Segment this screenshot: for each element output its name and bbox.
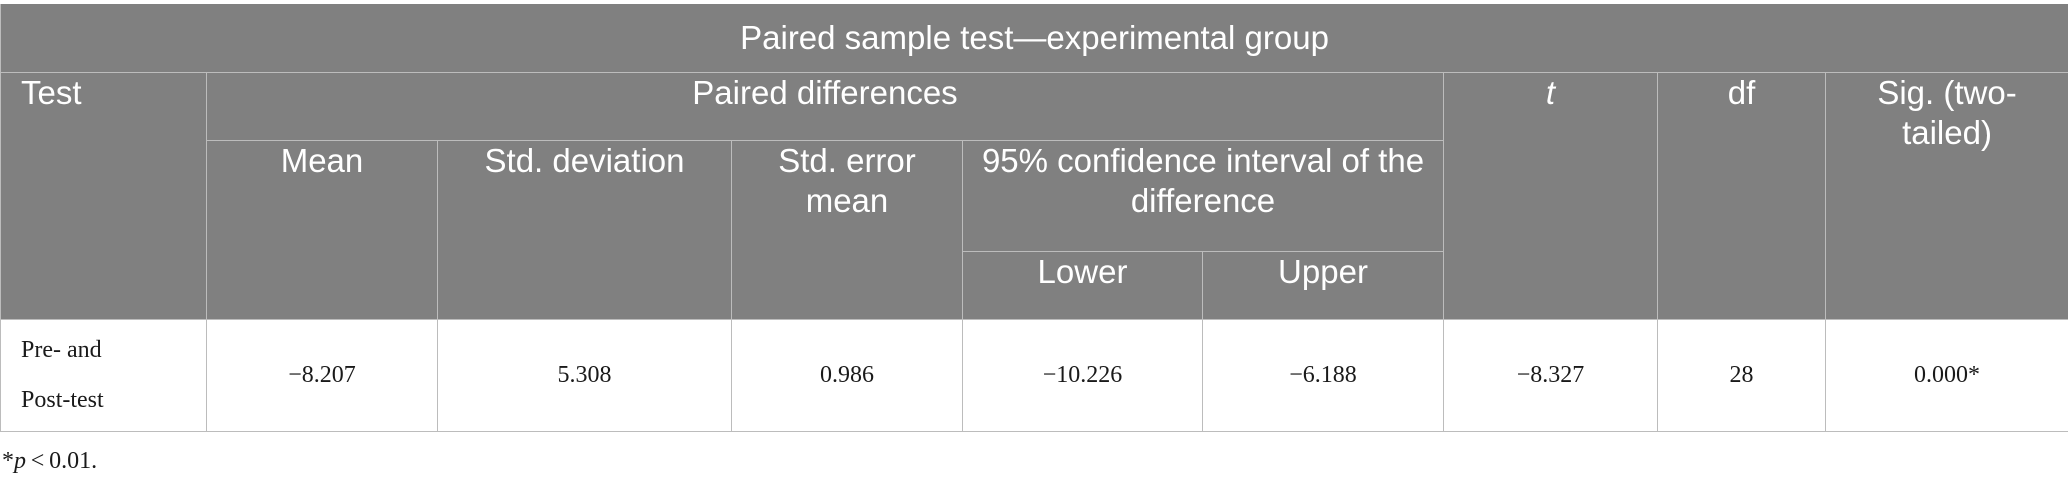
cell-test: Pre- and Post-test (0, 318, 207, 432)
footnote-star: * (2, 448, 14, 474)
cell-std-deviation: 5.308 (437, 318, 732, 432)
header-paired-differences: Paired differences (206, 71, 1444, 141)
cell-df: 28 (1657, 318, 1826, 432)
cell-mean: −8.207 (206, 318, 438, 432)
test-label-line2: Post-test (21, 387, 104, 413)
cell-t: −8.327 (1443, 318, 1658, 432)
header-std-deviation: Std. deviation (437, 139, 732, 320)
header-sig: Sig. (two-tailed) (1824, 71, 2068, 320)
header-t: t (1443, 71, 1658, 320)
cell-std-error-mean: 0.986 (731, 318, 963, 432)
header-df: df (1657, 71, 1826, 320)
header-test: Test (0, 71, 207, 320)
header-confidence-interval: 95% confidence interval of the differenc… (962, 139, 1444, 252)
cell-upper: −6.188 (1202, 318, 1444, 432)
paired-sample-test-table: Paired sample test—experimental group Te… (0, 4, 2068, 432)
header-upper: Upper (1202, 250, 1444, 320)
footnote-text: < 0.01. (26, 448, 98, 474)
table-caption: Paired sample test—experimental group (0, 4, 2068, 73)
header-mean: Mean (206, 139, 438, 320)
test-label-line1: Pre- and (21, 337, 102, 363)
footnote-p: p (14, 448, 26, 474)
table-row: Pre- and Post-test −8.207 5.308 0.986 −1… (0, 318, 2068, 432)
cell-lower: −10.226 (962, 318, 1203, 432)
header-std-error-mean: Std. error mean (731, 139, 963, 320)
table-footnote: *p < 0.01. (2, 447, 97, 475)
header-lower: Lower (962, 250, 1203, 320)
cell-sig: 0.000* (1824, 318, 2068, 432)
